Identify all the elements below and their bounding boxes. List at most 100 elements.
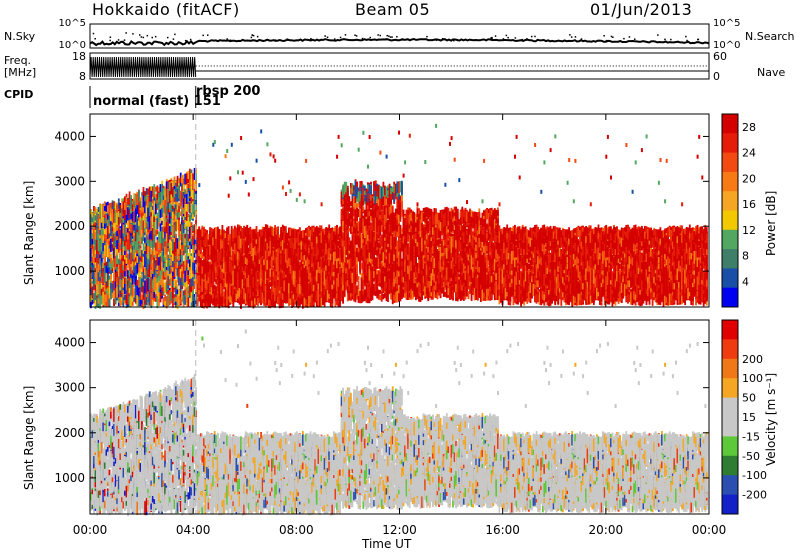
range-gate-cell	[107, 244, 109, 257]
nsearch-point	[495, 35, 497, 37]
nsearch-point	[686, 40, 688, 42]
range-gate-cell	[101, 218, 103, 222]
nsky-line	[90, 39, 709, 45]
nsearch-point	[531, 36, 533, 38]
range-gate-cell	[98, 281, 100, 293]
nsearch-point	[657, 34, 659, 36]
nsearch-point	[388, 35, 390, 37]
range-gate-cell	[92, 257, 94, 263]
range-gate-cell	[104, 266, 106, 275]
nsearch-point	[507, 37, 509, 39]
nsearch-point	[252, 35, 254, 37]
nsearch-point	[436, 40, 438, 42]
nsearch-point	[571, 36, 573, 38]
range-gate-cell	[113, 223, 115, 228]
range-gate-cell	[113, 267, 115, 281]
range-gate-cell	[98, 228, 100, 232]
nsearch-point	[380, 35, 382, 37]
nsearch-point	[362, 38, 364, 40]
nsearch-point	[143, 37, 145, 39]
range-gate-cell	[95, 264, 97, 268]
range-gate-cell	[95, 258, 97, 263]
range-gate-cell	[107, 277, 109, 286]
nsearch-point	[251, 37, 253, 39]
range-gate-cell	[110, 240, 112, 252]
range-gate-cell	[116, 277, 118, 284]
range-gate-cell	[104, 256, 106, 263]
range-gate-cell	[116, 213, 118, 224]
range-gate-cell	[92, 287, 94, 299]
range-gate-cell	[113, 201, 115, 207]
nsearch-point	[118, 39, 120, 41]
nsearch-point	[598, 40, 600, 42]
nsearch-point	[345, 34, 347, 36]
range-gate-cell	[92, 233, 94, 239]
range-gate-cell	[110, 208, 112, 214]
range-gate-cell	[113, 298, 115, 303]
range-gate-cell	[101, 234, 103, 240]
nsearch-point	[387, 35, 389, 37]
nsearch-point	[623, 38, 625, 40]
nsearch-point	[132, 33, 134, 35]
range-gate-cell	[101, 240, 103, 251]
nsearch-point	[526, 38, 528, 40]
nsearch-point	[407, 39, 409, 41]
nsearch-point	[503, 38, 505, 40]
nsearch-point	[94, 38, 96, 40]
range-gate-cell	[107, 207, 109, 212]
nsearch-point	[202, 35, 204, 37]
nsearch-point	[396, 36, 398, 38]
nsearch-point	[634, 39, 636, 41]
nsearch-point	[370, 37, 372, 39]
range-gate-cell	[98, 264, 100, 273]
range-gate-cell	[116, 287, 118, 298]
freq-tick-bottom: 8	[79, 70, 86, 83]
nave-tick-top: 60	[713, 50, 727, 63]
range-gate-cell	[116, 231, 118, 236]
nsearch-point	[698, 39, 700, 41]
nsearch-point	[534, 36, 536, 38]
nsearch-point	[506, 35, 508, 37]
nsearch-tick-top: 10^5	[713, 18, 740, 29]
nsearch-point	[426, 36, 428, 38]
nsearch-point	[442, 38, 444, 40]
nsearch-point	[522, 39, 524, 41]
range-gate-cell	[104, 234, 106, 239]
nsearch-point	[606, 40, 608, 42]
freq-tick-top: 18	[72, 50, 86, 63]
nsearch-point	[390, 36, 392, 38]
nsearch-point	[629, 36, 631, 38]
range-gate-cell	[104, 218, 106, 224]
nsearch-point	[226, 38, 228, 40]
range-gate-cell	[107, 256, 109, 268]
radar-summary-plot: 10^510^010^510^0188600100020003000400010…	[0, 0, 800, 554]
range-gate-cell	[116, 249, 118, 253]
nsearch-point	[167, 37, 169, 39]
nsearch-point	[174, 34, 176, 36]
range-gate-cell	[104, 283, 106, 292]
range-gate-cell	[98, 235, 100, 248]
nsearch-point	[286, 38, 288, 40]
range-gate-cell	[101, 269, 103, 273]
range-gate-cell	[113, 213, 115, 223]
nsearch-point	[356, 35, 358, 37]
nsearch-point	[490, 37, 492, 39]
range-gate-cell	[110, 274, 112, 279]
range-gate-cell	[113, 234, 115, 241]
range-gate-cell	[92, 217, 94, 222]
nsearch-point	[664, 39, 666, 41]
nsky-tick-top: 10^5	[59, 18, 86, 29]
range-gate-cell	[110, 289, 112, 299]
range-gate-cell	[101, 278, 103, 284]
nsearch-point	[382, 39, 384, 41]
nsearch-point	[515, 37, 517, 39]
nsearch-point	[139, 34, 141, 36]
range-gate-cell	[101, 262, 103, 270]
range-gate-cell	[98, 298, 100, 303]
nsearch-point	[612, 37, 614, 39]
range-gate-cell	[110, 225, 112, 237]
nsearch-point	[230, 40, 232, 42]
nsearch-point	[391, 36, 393, 38]
nsearch-point	[155, 36, 157, 38]
